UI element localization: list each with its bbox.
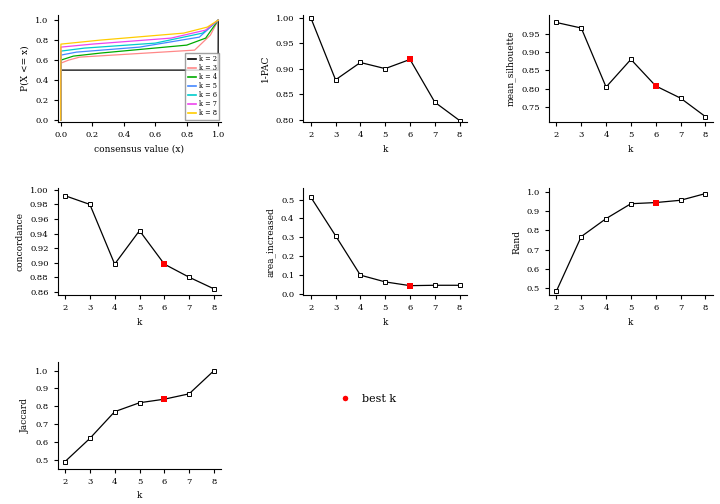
Y-axis label: 1-PAC: 1-PAC (261, 55, 270, 82)
X-axis label: k: k (629, 145, 634, 154)
X-axis label: consensus value (x): consensus value (x) (94, 145, 184, 154)
Y-axis label: Jaccard: Jaccard (21, 398, 30, 432)
Y-axis label: P(X <= x): P(X <= x) (21, 46, 30, 91)
X-axis label: k: k (382, 145, 388, 154)
Y-axis label: Rand: Rand (512, 230, 521, 254)
Y-axis label: concordance: concordance (15, 212, 24, 272)
Legend: k = 2, k = 3, k = 4, k = 5, k = 6, k = 7, k = 8: k = 2, k = 3, k = 4, k = 5, k = 6, k = 7… (185, 53, 220, 120)
X-axis label: k: k (137, 491, 142, 500)
Legend: best k: best k (329, 390, 400, 409)
X-axis label: k: k (629, 318, 634, 327)
Y-axis label: area_increased: area_increased (266, 207, 275, 277)
Y-axis label: mean_silhouette: mean_silhouette (506, 31, 516, 106)
X-axis label: k: k (382, 318, 388, 327)
X-axis label: k: k (137, 318, 142, 327)
